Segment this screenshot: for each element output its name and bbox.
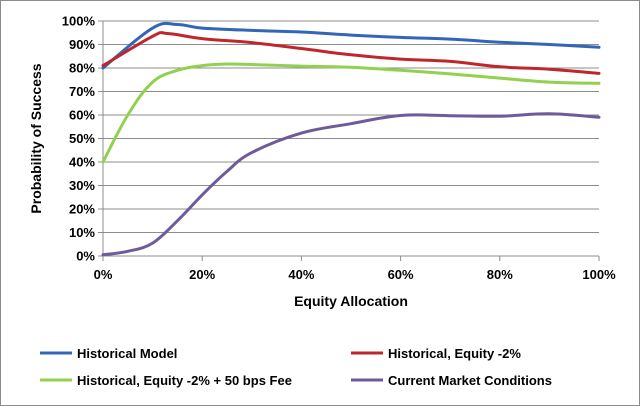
- y-tick-label: 0%: [76, 249, 95, 264]
- series-lines: [101, 21, 601, 257]
- y-tick-label: 10%: [69, 225, 95, 240]
- series-line-historical-model: [101, 21, 601, 70]
- y-tick-labels: 0% 10% 20% 30% 40% 50% 60% 70% 80% 90% 100%: [62, 14, 96, 264]
- x-tick-label: 20%: [189, 267, 215, 282]
- y-axis-title: Probability of Success: [28, 63, 44, 213]
- y-tick-label: 90%: [69, 37, 95, 52]
- series-line-current-market-conditions: [101, 112, 601, 257]
- y-tick-label: 60%: [69, 108, 95, 123]
- y-tick-label: 40%: [69, 155, 95, 170]
- y-tick-label: 80%: [69, 61, 95, 76]
- x-tick-labels: 0% 20% 40% 60% 80% 100%: [94, 267, 616, 282]
- y-tick-label: 20%: [69, 202, 95, 217]
- legend-label-historical-model: Historical Model: [77, 346, 177, 361]
- legend-label-historical-equity-2: Historical, Equity -2%: [388, 346, 521, 361]
- x-axis-title: Equity Allocation: [294, 293, 408, 309]
- y-tick-label: 30%: [69, 178, 95, 193]
- y-tick-label: 100%: [62, 14, 96, 29]
- legend-label-historical-equity-2-50-bps-fee: Historical, Equity -2% + 50 bps Fee: [77, 373, 292, 388]
- x-tick-label: 60%: [388, 267, 414, 282]
- x-tick-label: 40%: [288, 267, 314, 282]
- x-tick-label: 100%: [582, 267, 616, 282]
- x-tick-label: 0%: [94, 267, 113, 282]
- y-tick-label: 50%: [69, 131, 95, 146]
- series-line-historical-equity-2-50-bps-fee: [101, 62, 601, 164]
- axes: [102, 21, 599, 257]
- series-line-historical-equity-2: [101, 31, 601, 75]
- legend-label-current-market-conditions: Current Market Conditions: [388, 373, 552, 388]
- y-tick-label: 70%: [69, 84, 95, 99]
- legend: Historical Model Historical, Equity -2% Hi…: [40, 346, 552, 388]
- x-tick-label: 80%: [487, 267, 513, 282]
